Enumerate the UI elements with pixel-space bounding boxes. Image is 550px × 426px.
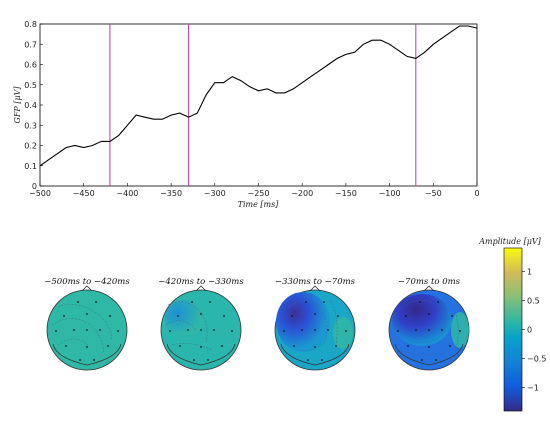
colorbar-label: Amplitude [μV] [478, 237, 541, 246]
x-tick-label: −50 [425, 189, 442, 198]
y-tick-label: 0.2 [24, 142, 37, 151]
topomap-row: −500ms to −420ms −420ms to −330ms [44, 277, 470, 371]
colorbar-ticks: 1 0.5 0 −0.5 −1 [522, 267, 546, 393]
x-tick-label: −250 [248, 189, 270, 198]
topomap-1: −500ms to −420ms [44, 277, 130, 371]
gfp-x-axis: −500 −450 −400 −350 −300 −250 −200 −150 −100 −50 0 [29, 183, 480, 198]
x-tick-label: −350 [160, 189, 182, 198]
y-tick-label: 0.6 [24, 61, 37, 70]
positive-region [451, 312, 469, 348]
colorbar: Amplitude [μV] 1 0.5 0 −0.5 −1 [478, 237, 546, 412]
colorbar-tick-label: 0.5 [527, 296, 540, 305]
topomap-title: −420ms to −330ms [158, 277, 244, 287]
colorbar-tick-label: 1 [527, 267, 532, 276]
colorbar-tick-label: −0.5 [527, 355, 546, 364]
negative-region [276, 292, 330, 352]
head-nose [309, 285, 321, 292]
gfp-y-axis-label: GFP [μV] [13, 86, 22, 124]
topomap-title: −70ms to 0ms [398, 277, 461, 287]
gfp-plot-frame [39, 23, 478, 187]
electrode-dots [397, 301, 461, 361]
y-tick-label: 0.5 [24, 81, 37, 90]
y-tick-label: 0.7 [24, 40, 37, 49]
y-tick-label: 0.3 [24, 121, 37, 130]
x-tick-label: −400 [116, 189, 138, 198]
y-tick-label: 0 [32, 182, 37, 191]
gfp-series-line [39, 25, 478, 167]
colorbar-tick-label: 0 [527, 326, 532, 335]
topomap-title: −330ms to −70ms [275, 277, 356, 287]
positive-region [333, 317, 353, 349]
colorbar-tick-label: −1 [527, 384, 539, 393]
topomap-3: −330ms to −70ms [274, 277, 356, 371]
electrode-dots [169, 301, 233, 361]
electrode-dots [283, 301, 347, 361]
gfp-y-axis: 0 0.1 0.2 0.3 0.4 0.5 0.6 0.7 0.8 [24, 20, 43, 191]
topomap-4: −70ms to 0ms [388, 277, 470, 371]
head-nose [195, 285, 207, 292]
head-nose [423, 285, 435, 292]
colorbar-gradient [503, 247, 523, 412]
negative-region [392, 294, 452, 346]
gfp-x-axis-label: Time [ms] [238, 200, 280, 209]
contour-lines [51, 304, 113, 353]
x-tick-label: −200 [291, 189, 313, 198]
x-tick-label: 0 [474, 189, 479, 198]
gfp-chart: 00.10.20.30.40.50.60.70.8 −500 −450 −400 −3… [13, 20, 480, 209]
x-tick-label: −100 [379, 189, 401, 198]
y-tick-label: 0.4 [24, 101, 37, 110]
topomap-2: −420ms to −330ms [158, 277, 244, 371]
x-tick-label: −500 [29, 189, 51, 198]
scalp-outline [52, 343, 122, 366]
head-nose [81, 285, 93, 292]
electrode-dots [55, 301, 119, 361]
topomap-title: −500ms to −420ms [44, 277, 130, 287]
x-tick-label: −150 [335, 189, 357, 198]
gfp-interval-markers [109, 24, 417, 186]
scalp-outline [394, 343, 464, 366]
y-tick-label: 0.8 [24, 20, 37, 29]
contour-lines [285, 299, 338, 351]
contour-lines [395, 300, 459, 355]
scalp-outline [166, 343, 236, 366]
x-tick-label: −300 [204, 189, 226, 198]
negative-region [165, 300, 205, 336]
contour-lines [165, 301, 213, 351]
y-tick-label: 0.1 [24, 162, 37, 171]
x-tick-label: −450 [73, 189, 95, 198]
scalp-outline [280, 343, 350, 366]
